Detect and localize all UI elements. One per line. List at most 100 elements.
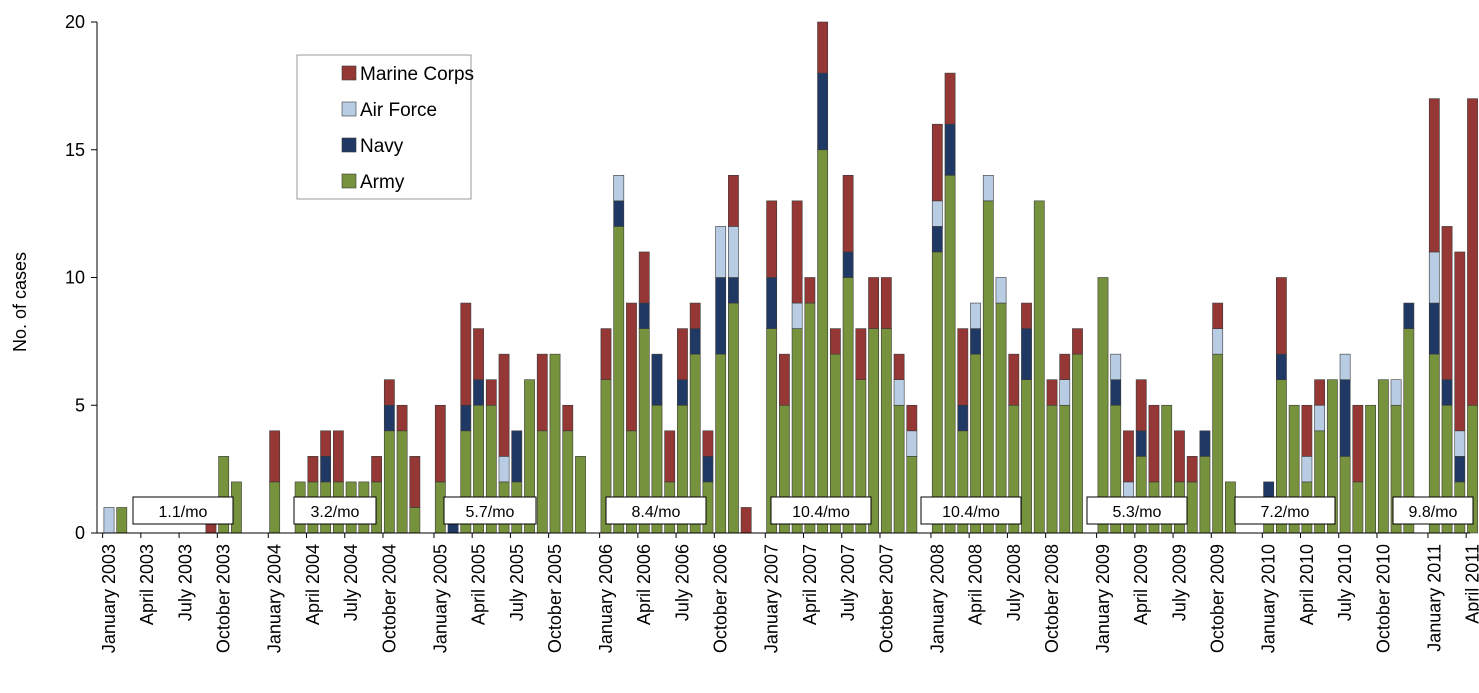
x-tick-label: April 2009: [1131, 544, 1151, 625]
bar-segment-navy: [1454, 456, 1466, 483]
rate-label: 9.8/mo: [1409, 504, 1458, 521]
legend-swatch: [341, 65, 357, 81]
bar-segment-army: [880, 328, 892, 534]
bar-segment-marine-corps: [842, 175, 854, 253]
legend-label: Marine Corps: [360, 64, 474, 85]
bar-segment-navy: [1441, 379, 1453, 406]
bar-segment-marine-corps: [307, 456, 319, 483]
bar-segment-air-force: [1339, 353, 1351, 380]
rate-box: [1392, 496, 1474, 525]
bar-segment-marine-corps: [498, 353, 510, 457]
bar-segment-marine-corps: [829, 328, 841, 355]
x-tick-label: October 2005: [545, 544, 565, 653]
bar-segment-navy: [1110, 379, 1122, 406]
rate-annotation: 9.8/mo: [1392, 496, 1474, 525]
bar-segment-marine-corps: [1314, 379, 1326, 406]
bar-segment-army: [931, 251, 943, 534]
x-tick-label: July 2007: [838, 544, 858, 621]
bar-segment-navy: [715, 277, 727, 355]
bar-segment-marine-corps: [1454, 251, 1466, 432]
bar-segment-air-force: [791, 302, 803, 329]
bar-segment-marine-corps: [1021, 302, 1032, 329]
x-tick-label: October 2007: [876, 544, 896, 653]
bar-segment-air-force: [1314, 404, 1326, 432]
rate-box: [443, 496, 537, 525]
bar-segment-marine-corps: [562, 404, 574, 432]
bar-segment-marine-corps: [728, 175, 739, 227]
bar-segment-army: [1186, 481, 1198, 534]
y-axis: 0 5 10 15 20: [65, 12, 98, 543]
bar-segment-marine-corps: [1352, 404, 1364, 483]
bar-segment-marine-corps: [1174, 430, 1185, 483]
y-tick-label: 20: [65, 12, 85, 32]
x-tick-label: July 2004: [341, 544, 361, 621]
bar-segment-marine-corps: [677, 328, 688, 381]
x-tick-label: July 2003: [175, 544, 195, 621]
bar-segment-navy: [1403, 302, 1415, 329]
x-tick-label: October 2003: [214, 544, 234, 653]
bar-segment-army: [1033, 200, 1045, 534]
bar-segment-marine-corps: [855, 328, 867, 381]
rate-label: 3.2/mo: [311, 504, 360, 521]
bar-segment-marine-corps: [1135, 379, 1147, 432]
x-tick-label: October 2006: [711, 544, 731, 653]
bar-segment-army: [396, 430, 408, 534]
bar-segment-army: [1097, 277, 1109, 534]
bar-segment-marine-corps: [536, 353, 548, 432]
y-tick-label: 0: [75, 523, 85, 543]
y-axis-label: No. of cases: [10, 252, 30, 352]
rate-annotation: 3.2/mo: [293, 496, 377, 525]
rate-box: [605, 496, 707, 525]
bar-segment-army: [269, 481, 281, 534]
bar-segment-marine-corps: [371, 456, 383, 483]
bar-segment-marine-corps: [1301, 404, 1313, 457]
bar-segment-army: [1225, 481, 1236, 534]
legend-label: Army: [360, 172, 405, 193]
bar-segment-marine-corps: [1059, 353, 1071, 380]
x-tick-label: July 2009: [1169, 544, 1189, 621]
bar-segment-air-force: [1390, 379, 1402, 406]
bar-segment-marine-corps: [473, 328, 484, 381]
rate-annotation: 5.3/mo: [1086, 496, 1188, 525]
bar-segment-marine-corps: [434, 404, 446, 483]
x-tick-label: January 2004: [265, 544, 285, 653]
bar-segment-marine-corps: [817, 21, 829, 74]
bar-segment-army: [613, 226, 625, 534]
rate-label: 1.1/mo: [159, 504, 208, 521]
bar-segment-air-force: [1059, 379, 1071, 406]
rate-label: 5.3/mo: [1113, 504, 1162, 521]
bar-segment-marine-corps: [320, 430, 332, 457]
bar-segment-marine-corps: [460, 302, 472, 406]
x-tick-label: January 2009: [1093, 544, 1113, 653]
bar-segment-air-force: [982, 175, 994, 202]
x-tick-label: January 2006: [596, 544, 616, 653]
rate-label: 8.4/mo: [632, 504, 681, 521]
bar-segment-marine-corps: [893, 353, 905, 380]
x-tick-label: October 2010: [1373, 544, 1393, 653]
x-tick-label: October 2004: [379, 544, 399, 653]
bar-segment-navy: [766, 277, 778, 329]
bar-segment-marine-corps: [638, 251, 650, 304]
x-tick-label: January 2010: [1259, 544, 1279, 653]
bar-segment-air-force: [893, 379, 905, 406]
bar-segment-navy: [970, 328, 981, 355]
bar-segment-army: [1046, 404, 1058, 534]
x-tick-label: July 2008: [1004, 544, 1024, 621]
bar-segment-marine-corps: [396, 404, 408, 432]
x-tick-label: April 2008: [966, 544, 986, 625]
rate-label: 7.2/mo: [1261, 504, 1310, 521]
bar-segment-army: [893, 404, 905, 534]
rate-box: [920, 496, 1022, 525]
bar-segment-marine-corps: [766, 200, 778, 278]
bar-segment-navy: [728, 277, 739, 304]
bar-segment-marine-corps: [1441, 226, 1453, 380]
bar-segment-army: [1352, 481, 1364, 534]
bar-segment-navy: [931, 226, 943, 253]
bar-segment-marine-corps: [409, 456, 421, 508]
bar-segment-marine-corps: [1148, 404, 1160, 483]
bar-segment-marine-corps: [1186, 456, 1198, 483]
bar-segment-navy: [842, 251, 854, 278]
rate-annotation: 10.4/mo: [920, 496, 1022, 525]
bar-segment-army: [536, 430, 548, 534]
bar-segment-marine-corps: [689, 302, 701, 329]
